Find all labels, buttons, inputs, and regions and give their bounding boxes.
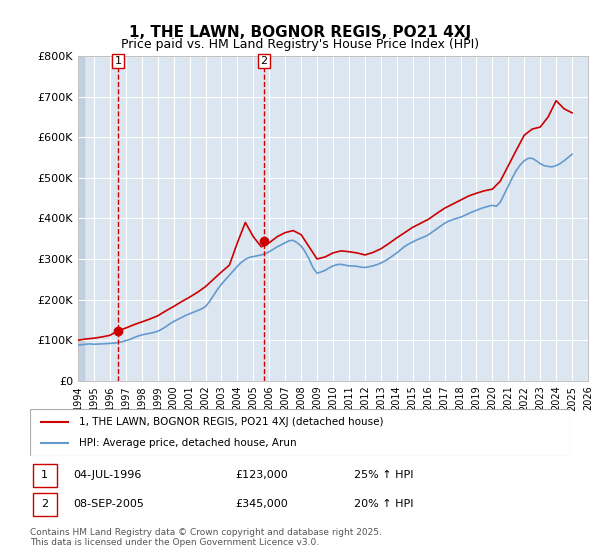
Text: 2: 2 bbox=[260, 56, 268, 66]
Text: 08-SEP-2005: 08-SEP-2005 bbox=[73, 500, 144, 509]
Text: HPI: Average price, detached house, Arun: HPI: Average price, detached house, Arun bbox=[79, 438, 296, 448]
Text: 20% ↑ HPI: 20% ↑ HPI bbox=[354, 500, 413, 509]
Text: Price paid vs. HM Land Registry's House Price Index (HPI): Price paid vs. HM Land Registry's House … bbox=[121, 38, 479, 51]
Text: 1: 1 bbox=[115, 56, 121, 66]
Text: 1, THE LAWN, BOGNOR REGIS, PO21 4XJ: 1, THE LAWN, BOGNOR REGIS, PO21 4XJ bbox=[129, 25, 471, 40]
FancyBboxPatch shape bbox=[30, 409, 570, 456]
FancyBboxPatch shape bbox=[33, 464, 57, 487]
Text: 25% ↑ HPI: 25% ↑ HPI bbox=[354, 470, 413, 480]
Text: £123,000: £123,000 bbox=[235, 470, 288, 480]
Text: 1, THE LAWN, BOGNOR REGIS, PO21 4XJ (detached house): 1, THE LAWN, BOGNOR REGIS, PO21 4XJ (det… bbox=[79, 417, 383, 427]
Text: Contains HM Land Registry data © Crown copyright and database right 2025.
This d: Contains HM Land Registry data © Crown c… bbox=[30, 528, 382, 547]
Text: £345,000: £345,000 bbox=[235, 500, 288, 509]
Text: 04-JUL-1996: 04-JUL-1996 bbox=[73, 470, 142, 480]
Text: 1: 1 bbox=[41, 470, 48, 480]
FancyBboxPatch shape bbox=[33, 493, 57, 516]
Text: 2: 2 bbox=[41, 500, 48, 509]
Bar bbox=[78, 56, 85, 381]
